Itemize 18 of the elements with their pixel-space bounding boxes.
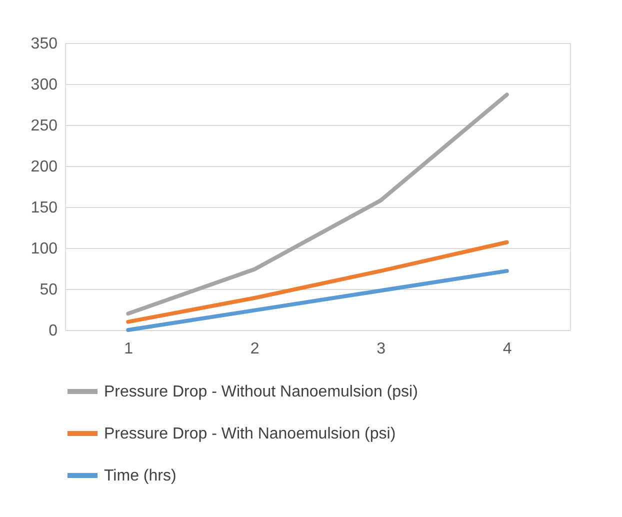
legend-label: Pressure Drop - Without Nanoemulsion (psi) xyxy=(104,384,418,400)
x-tick-label: 1 xyxy=(124,340,134,358)
line-series xyxy=(126,268,509,332)
x-tick-label: 4 xyxy=(502,340,512,358)
y-tick-label: 150 xyxy=(30,200,58,216)
line-series xyxy=(126,92,509,316)
x-tick-label: 2 xyxy=(250,340,260,358)
legend-label: Pressure Drop - With Nanoemulsion (psi) xyxy=(104,426,396,442)
y-tick-label: 0 xyxy=(48,322,58,340)
y-tick-label: 200 xyxy=(30,158,58,176)
y-tick-label: 350 xyxy=(30,36,58,52)
y-tick-label: 250 xyxy=(30,118,58,134)
legend-label: Time (hrs) xyxy=(104,468,176,484)
x-tick-label: 3 xyxy=(376,340,386,358)
line-series xyxy=(126,240,509,324)
y-tick-label: 100 xyxy=(30,240,58,258)
y-tick-label: 300 xyxy=(30,76,58,94)
y-tick-label: 50 xyxy=(40,282,58,298)
